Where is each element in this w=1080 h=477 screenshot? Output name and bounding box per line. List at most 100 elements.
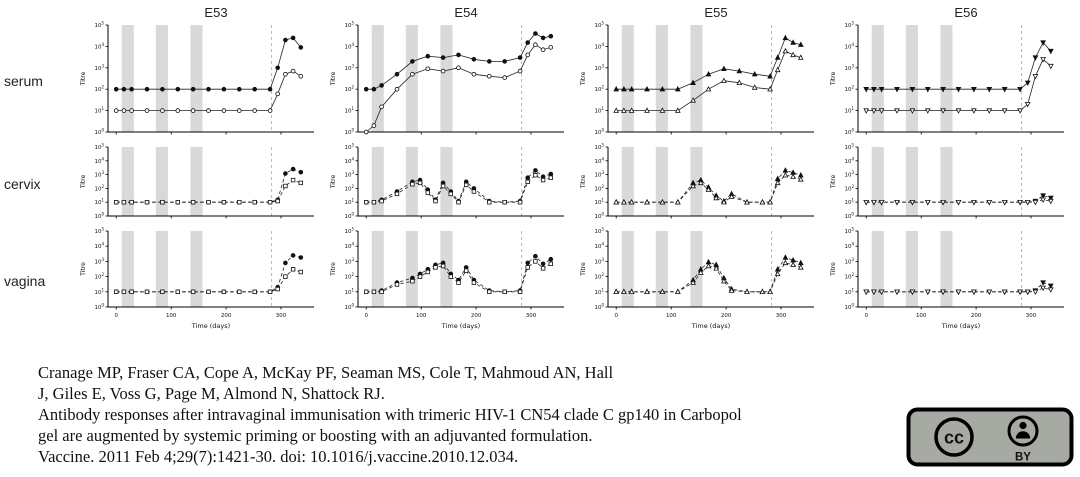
svg-text:Titre: Titre	[580, 262, 587, 277]
svg-text:102: 102	[844, 85, 854, 94]
svg-text:Time (days): Time (days)	[941, 322, 980, 330]
svg-text:104: 104	[94, 156, 104, 165]
svg-text:104: 104	[344, 242, 354, 251]
svg-text:100: 100	[94, 128, 104, 137]
svg-text:101: 101	[844, 198, 854, 207]
svg-text:104: 104	[844, 156, 854, 165]
svg-text:100: 100	[344, 303, 354, 312]
cc-by-license-badge[interactable]: cc BY	[906, 407, 1074, 472]
svg-text:104: 104	[594, 156, 604, 165]
row-label-vagina: vagina	[4, 273, 46, 289]
svg-text:103: 103	[594, 170, 604, 179]
badge-plate	[906, 407, 1074, 467]
svg-text:103: 103	[94, 257, 104, 266]
svg-text:105: 105	[94, 143, 104, 152]
svg-text:Time (days): Time (days)	[191, 322, 230, 330]
svg-text:101: 101	[844, 287, 854, 296]
person-icon	[1007, 415, 1039, 447]
citation-title-line1: Antibody responses after intravaginal im…	[38, 405, 742, 424]
chart-e53-vagina: 100 101 102 103 104 105 Titre 0 100 200 300 Time (d…	[78, 226, 328, 336]
svg-text:104: 104	[844, 42, 854, 51]
svg-text:200: 200	[721, 313, 732, 319]
chart-e56-vagina: 100 101 102 103 104 105 Titre 0 100 200 300 Time (d…	[828, 226, 1078, 336]
svg-text:100: 100	[94, 212, 104, 221]
column-header-e54: E54	[454, 5, 478, 20]
svg-text:Titre: Titre	[330, 174, 337, 189]
svg-text:100: 100	[166, 313, 177, 319]
chart-e53-cervix: 100 101 102 103 104 105 Titre	[78, 142, 328, 226]
svg-text:102: 102	[94, 85, 104, 94]
svg-text:105: 105	[594, 21, 604, 30]
svg-text:Titre: Titre	[80, 174, 87, 189]
svg-text:Titre: Titre	[80, 262, 87, 277]
svg-text:100: 100	[844, 212, 854, 221]
citation-authors-line1: Cranage MP, Fraser CA, Cope A, McKay PF,…	[38, 363, 614, 382]
svg-text:Titre: Titre	[330, 71, 337, 86]
column-header-e53: E53	[204, 5, 228, 20]
svg-text:103: 103	[594, 63, 604, 72]
svg-text:103: 103	[344, 257, 354, 266]
svg-text:100: 100	[844, 303, 854, 312]
svg-text:Titre: Titre	[830, 71, 837, 86]
svg-text:101: 101	[344, 106, 354, 115]
citation-authors-line2: J, Giles E, Voss G, Page M, Almond N, Sh…	[38, 384, 385, 403]
svg-text:105: 105	[594, 227, 604, 236]
license-type-label: BY	[1015, 452, 1031, 464]
svg-text:103: 103	[844, 170, 854, 179]
chart-e54-cervix: 100 101 102 103 104 105 Titre	[328, 142, 578, 226]
svg-text:Titre: Titre	[330, 262, 337, 277]
svg-text:102: 102	[344, 272, 354, 281]
svg-text:103: 103	[94, 63, 104, 72]
svg-text:100: 100	[344, 128, 354, 137]
svg-text:102: 102	[844, 184, 854, 193]
svg-text:105: 105	[344, 21, 354, 30]
svg-text:104: 104	[844, 242, 854, 251]
svg-text:102: 102	[94, 184, 104, 193]
chart-e55-cervix: 100 101 102 103 104 105 Titre	[578, 142, 828, 226]
svg-text:104: 104	[94, 242, 104, 251]
svg-text:101: 101	[94, 106, 104, 115]
svg-text:100: 100	[594, 128, 604, 137]
svg-text:200: 200	[471, 313, 482, 319]
svg-text:102: 102	[594, 184, 604, 193]
svg-text:102: 102	[594, 85, 604, 94]
chart-e54-serum: 100 101 102 103 104 105 Titre	[328, 20, 578, 142]
svg-text:100: 100	[844, 128, 854, 137]
svg-text:102: 102	[594, 272, 604, 281]
svg-text:104: 104	[344, 42, 354, 51]
svg-text:100: 100	[344, 212, 354, 221]
svg-text:Time (days): Time (days)	[441, 322, 480, 330]
svg-text:105: 105	[344, 227, 354, 236]
chart-e54-vagina: 100 101 102 103 104 105 Titre 0 100 200 300 Time (d…	[328, 226, 578, 336]
svg-text:101: 101	[844, 106, 854, 115]
citation-title-line2: gel are augmented by systemic priming or…	[38, 426, 593, 445]
svg-text:101: 101	[344, 198, 354, 207]
svg-text:Titre: Titre	[830, 174, 837, 189]
svg-text:300: 300	[776, 313, 787, 319]
svg-text:200: 200	[971, 313, 982, 319]
svg-text:103: 103	[844, 257, 854, 266]
svg-text:103: 103	[844, 63, 854, 72]
svg-text:300: 300	[526, 313, 537, 319]
svg-text:Titre: Titre	[830, 262, 837, 277]
svg-text:102: 102	[94, 272, 104, 281]
svg-text:100: 100	[416, 313, 427, 319]
svg-text:100: 100	[94, 303, 104, 312]
svg-text:103: 103	[594, 257, 604, 266]
grid-corner	[0, 2, 78, 20]
svg-text:Titre: Titre	[80, 71, 87, 86]
chart-e56-cervix: 100 101 102 103 104 105 Titre	[828, 142, 1078, 226]
svg-text:100: 100	[916, 313, 927, 319]
svg-text:100: 100	[594, 303, 604, 312]
citation-block: Cranage MP, Fraser CA, Cope A, McKay PF,…	[38, 362, 818, 467]
svg-text:102: 102	[844, 272, 854, 281]
svg-text:105: 105	[344, 143, 354, 152]
row-label-cervix: cervix	[4, 176, 41, 192]
chart-e55-vagina: 100 101 102 103 104 105 Titre 0 100 200 300 Time (d…	[578, 226, 828, 336]
column-header-e55: E55	[704, 5, 728, 20]
svg-text:101: 101	[594, 106, 604, 115]
svg-text:100: 100	[666, 313, 677, 319]
svg-text:300: 300	[1026, 313, 1037, 319]
svg-text:104: 104	[594, 242, 604, 251]
